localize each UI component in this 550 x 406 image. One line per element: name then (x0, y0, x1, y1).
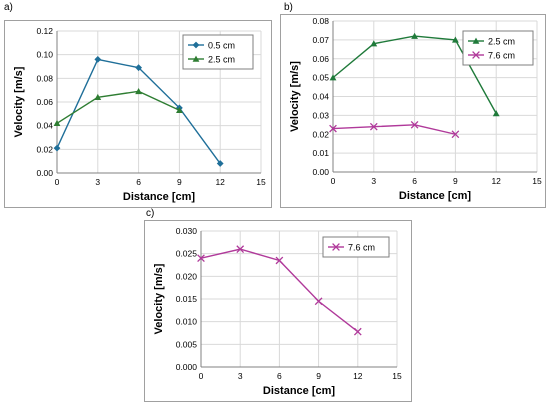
x-tick-label: 6 (277, 371, 282, 381)
y-tick-label: 0.025 (176, 249, 198, 259)
data-point (53, 119, 61, 127)
panel-label-b: b) (284, 2, 293, 13)
y-tick-label: 0.12 (36, 26, 53, 36)
chart-panel-c: 0.000 0.005 0.010 0.015 0.020 0.025 0.030 0 3 6 9 1… (144, 220, 412, 402)
x-tick-label: 0 (199, 371, 204, 381)
chart-panel-a: 0.00 0.02 0.04 0.06 0.08 0.10 0.12 0 3 6 9 12 15 Dist… (4, 20, 272, 208)
y-tick-label: 0.015 (176, 294, 198, 304)
y-tick-label: 0.02 (36, 144, 53, 154)
legend-box (462, 30, 534, 66)
y-tick-label: 0.00 (312, 167, 329, 177)
x-tick-label: 9 (177, 177, 182, 187)
x-axis-title: Distance [cm] (123, 191, 195, 203)
data-point (329, 124, 337, 133)
data-point (197, 254, 205, 263)
y-tick-label: 0.04 (312, 92, 329, 102)
x-tick-label: 15 (532, 176, 542, 186)
data-point (329, 74, 337, 81)
data-point (216, 160, 224, 167)
legend-label: 7.6 cm (488, 51, 515, 61)
data-point (94, 93, 102, 100)
y-tick-label: 0.04 (36, 121, 53, 131)
legend-marker (192, 41, 200, 49)
x-tick-label: 3 (371, 176, 376, 186)
y-axis-title: Velocity [m/s] (289, 61, 301, 132)
data-point (369, 122, 378, 131)
x-axis-title: Distance [cm] (399, 190, 471, 202)
data-point (94, 56, 102, 63)
x-tick-label: 12 (491, 176, 501, 186)
x-tick-label: 12 (215, 177, 225, 187)
y-tick-label: 0.10 (36, 50, 53, 60)
chart-svg-c: 0.000 0.005 0.010 0.015 0.020 0.025 0.030 0 3 6 9 1… (153, 226, 402, 397)
series-line (332, 124, 456, 135)
data-point (314, 297, 323, 306)
chart-panel-b: 0.00 0.01 0.02 0.03 0.04 0.05 0.06 0.07 0.08 0 3 6 9… (280, 14, 546, 208)
y-tick-label: 0.020 (176, 271, 198, 281)
y-tick-label: 0.030 (176, 226, 198, 236)
y-tick-label: 0.005 (176, 339, 198, 349)
y-tick-label: 0.05 (312, 73, 329, 83)
y-tick-label: 0.06 (36, 97, 53, 107)
panel-label-c: c) (146, 208, 155, 219)
legend-box (322, 236, 390, 258)
y-axis-title: Velocity [m/s] (153, 263, 165, 334)
legend-marker (192, 55, 200, 62)
x-tick-label: 12 (353, 371, 363, 381)
x-tick-label: 9 (316, 371, 321, 381)
data-point (492, 110, 500, 117)
chart-svg-a: 0.00 0.02 0.04 0.06 0.08 0.10 0.12 0 3 6 9 12 15 Dist… (13, 26, 266, 203)
data-point (451, 130, 460, 139)
y-tick-label: 0.02 (312, 129, 329, 139)
y-tick-label: 0.08 (36, 73, 53, 83)
legend-label: 2.5 cm (208, 55, 235, 65)
x-tick-label: 0 (331, 176, 336, 186)
x-tick-label: 3 (95, 177, 100, 187)
data-point (135, 87, 142, 95)
y-tick-label: 0.08 (312, 16, 329, 26)
data-point (370, 40, 378, 47)
data-point (452, 36, 459, 43)
data-point (135, 64, 142, 72)
panel-label-a: a) (4, 2, 13, 13)
x-tick-label: 15 (392, 371, 402, 381)
legend-box (182, 34, 254, 70)
x-axis-title: Distance [cm] (263, 385, 335, 397)
chart-svg-b: 0.00 0.01 0.02 0.03 0.04 0.05 0.06 0.07 0.08 0 3 6 9… (289, 16, 542, 202)
x-tick-label: 0 (55, 177, 60, 187)
legend-label: 7.6 cm (348, 243, 375, 253)
x-tick-label: 9 (453, 176, 458, 186)
legend-label: 2.5 cm (488, 37, 515, 47)
series-line (56, 90, 180, 124)
data-point (410, 120, 419, 129)
legend-marker (472, 37, 480, 44)
x-tick-label: 6 (136, 177, 141, 187)
legend-marker (332, 243, 340, 251)
x-tick-label: 15 (256, 177, 266, 187)
y-tick-label: 0.03 (312, 110, 329, 120)
y-tick-label: 0.010 (176, 317, 198, 327)
data-point (411, 32, 418, 39)
y-tick-label: 0.00 (36, 168, 53, 178)
data-point (275, 256, 284, 265)
x-tick-label: 6 (412, 176, 417, 186)
data-point (53, 144, 61, 152)
legend-marker (472, 51, 480, 59)
y-tick-label: 0.000 (176, 362, 198, 372)
x-tick-label: 3 (238, 371, 243, 381)
legend-label: 0.5 cm (208, 41, 235, 51)
y-tick-label: 0.07 (312, 35, 329, 45)
y-tick-label: 0.01 (312, 148, 329, 158)
y-tick-label: 0.06 (312, 54, 329, 64)
data-point (236, 245, 245, 253)
data-point (353, 327, 362, 336)
y-axis-title: Velocity [m/s] (13, 66, 25, 137)
data-point (176, 106, 183, 114)
